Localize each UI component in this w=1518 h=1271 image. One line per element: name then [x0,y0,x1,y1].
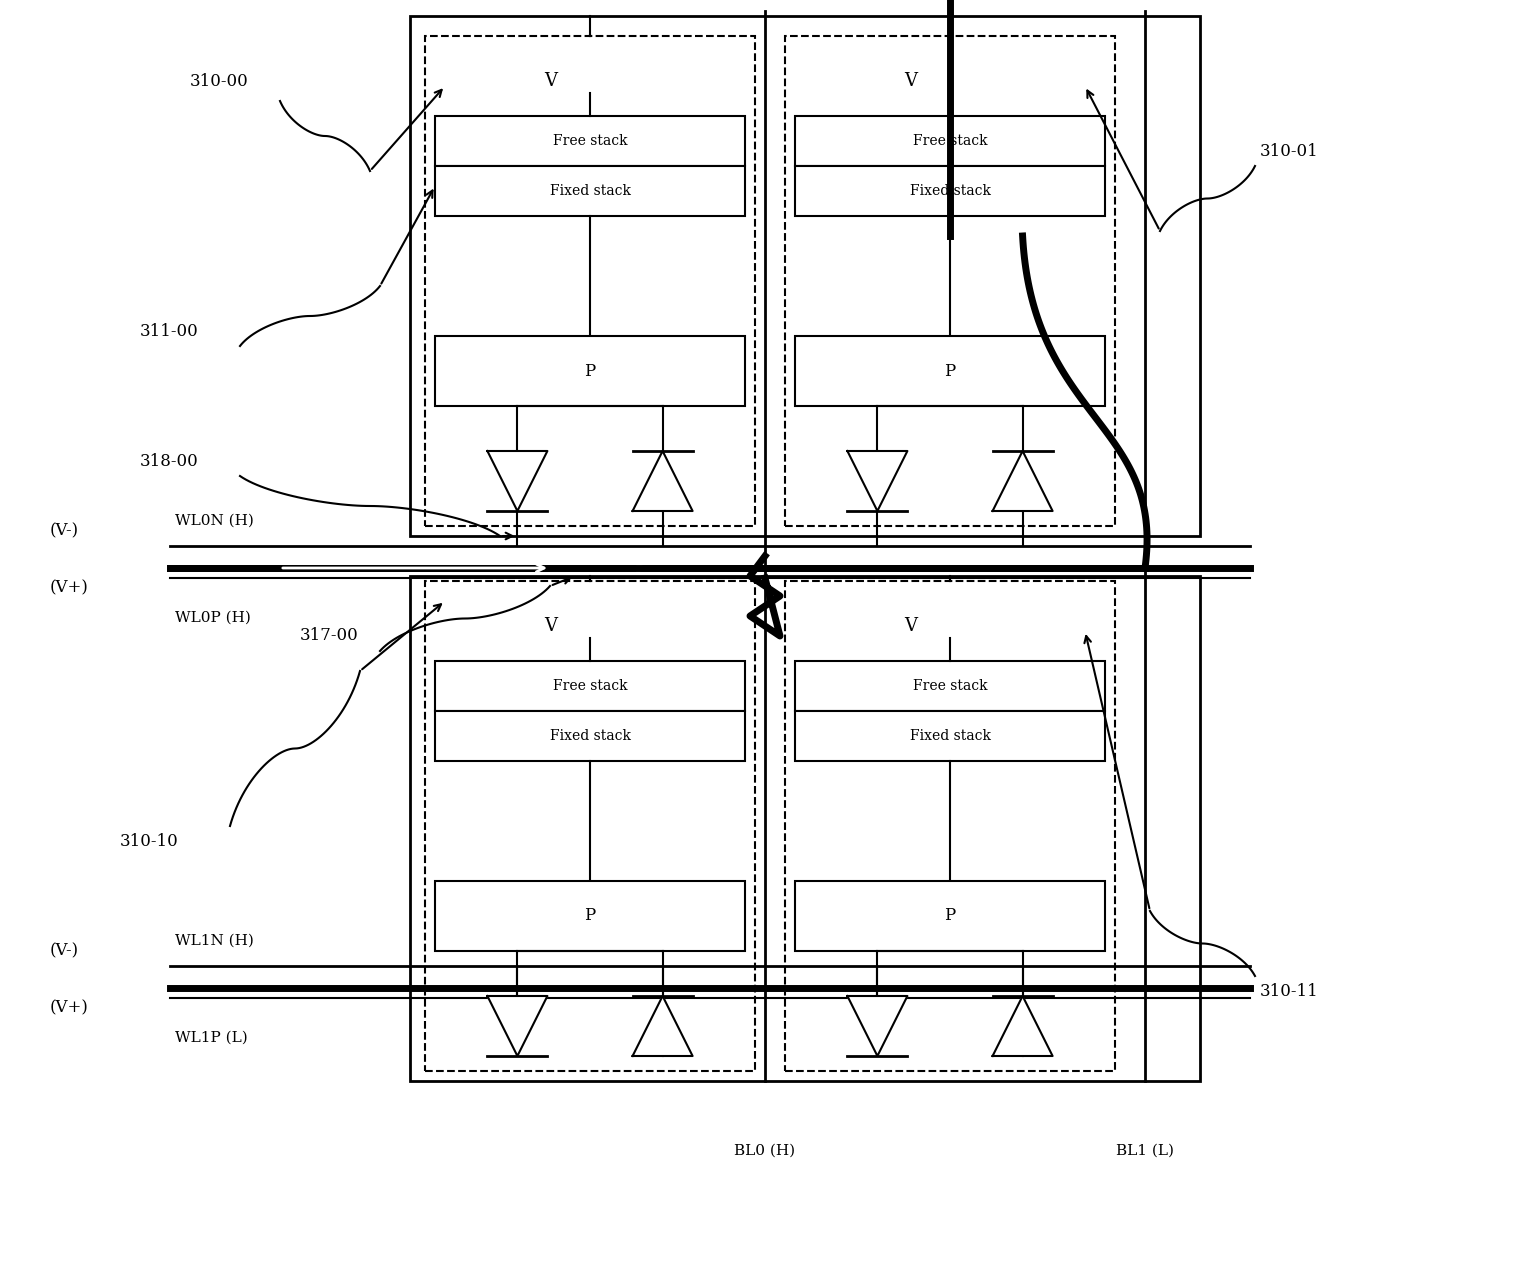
Polygon shape [993,451,1052,511]
Bar [795,710,1105,761]
Bar [436,881,745,951]
Text: V: V [903,72,917,90]
Text: Fixed stack: Fixed stack [909,730,991,744]
Text: (V+): (V+) [50,580,90,596]
Text: 318-00: 318-00 [140,452,199,469]
Polygon shape [633,451,692,511]
Text: BL0 (H): BL0 (H) [735,1144,795,1158]
Text: 310-00: 310-00 [190,72,249,89]
Text: WL1N (H): WL1N (H) [175,934,254,948]
Bar [795,336,1105,405]
Text: 310-01: 310-01 [1260,142,1319,159]
Text: 310-10: 310-10 [120,833,179,849]
Text: Free stack: Free stack [553,133,627,147]
Text: P: P [944,362,956,380]
Bar [795,881,1105,951]
Bar [436,167,745,216]
Bar [425,36,754,526]
Bar [795,661,1105,710]
Polygon shape [487,451,548,511]
Bar [795,167,1105,216]
Polygon shape [633,996,692,1056]
Text: (V-): (V-) [50,943,79,960]
Text: Fixed stack: Fixed stack [550,730,630,744]
Text: Fixed stack: Fixed stack [909,184,991,198]
Polygon shape [487,996,548,1056]
Text: BL1 (L): BL1 (L) [1116,1144,1173,1158]
Text: V: V [543,72,557,90]
Text: Fixed stack: Fixed stack [550,184,630,198]
Text: Free stack: Free stack [912,133,987,147]
Text: 310-11: 310-11 [1260,982,1319,999]
Text: Free stack: Free stack [553,679,627,693]
Polygon shape [847,451,908,511]
Polygon shape [993,996,1052,1056]
Bar [785,36,1116,526]
Bar [410,17,1201,536]
Text: (V+): (V+) [50,999,90,1017]
Bar [785,581,1116,1071]
Bar [436,336,745,405]
Text: V: V [903,616,917,636]
Text: WL1P (L): WL1P (L) [175,1031,247,1045]
Text: V: V [543,616,557,636]
Bar [436,710,745,761]
Text: Free stack: Free stack [912,679,987,693]
Bar [795,116,1105,167]
Bar [425,581,754,1071]
Text: 311-00: 311-00 [140,323,199,339]
Polygon shape [847,996,908,1056]
Text: WL0P (H): WL0P (H) [175,611,250,625]
Text: (V-): (V-) [50,522,79,539]
Bar [436,661,745,710]
Bar [410,576,1201,1082]
Text: P: P [584,907,595,924]
Bar [436,116,745,167]
Text: WL0N (H): WL0N (H) [175,513,254,527]
Text: 317-00: 317-00 [301,628,358,644]
Text: P: P [584,362,595,380]
Text: P: P [944,907,956,924]
